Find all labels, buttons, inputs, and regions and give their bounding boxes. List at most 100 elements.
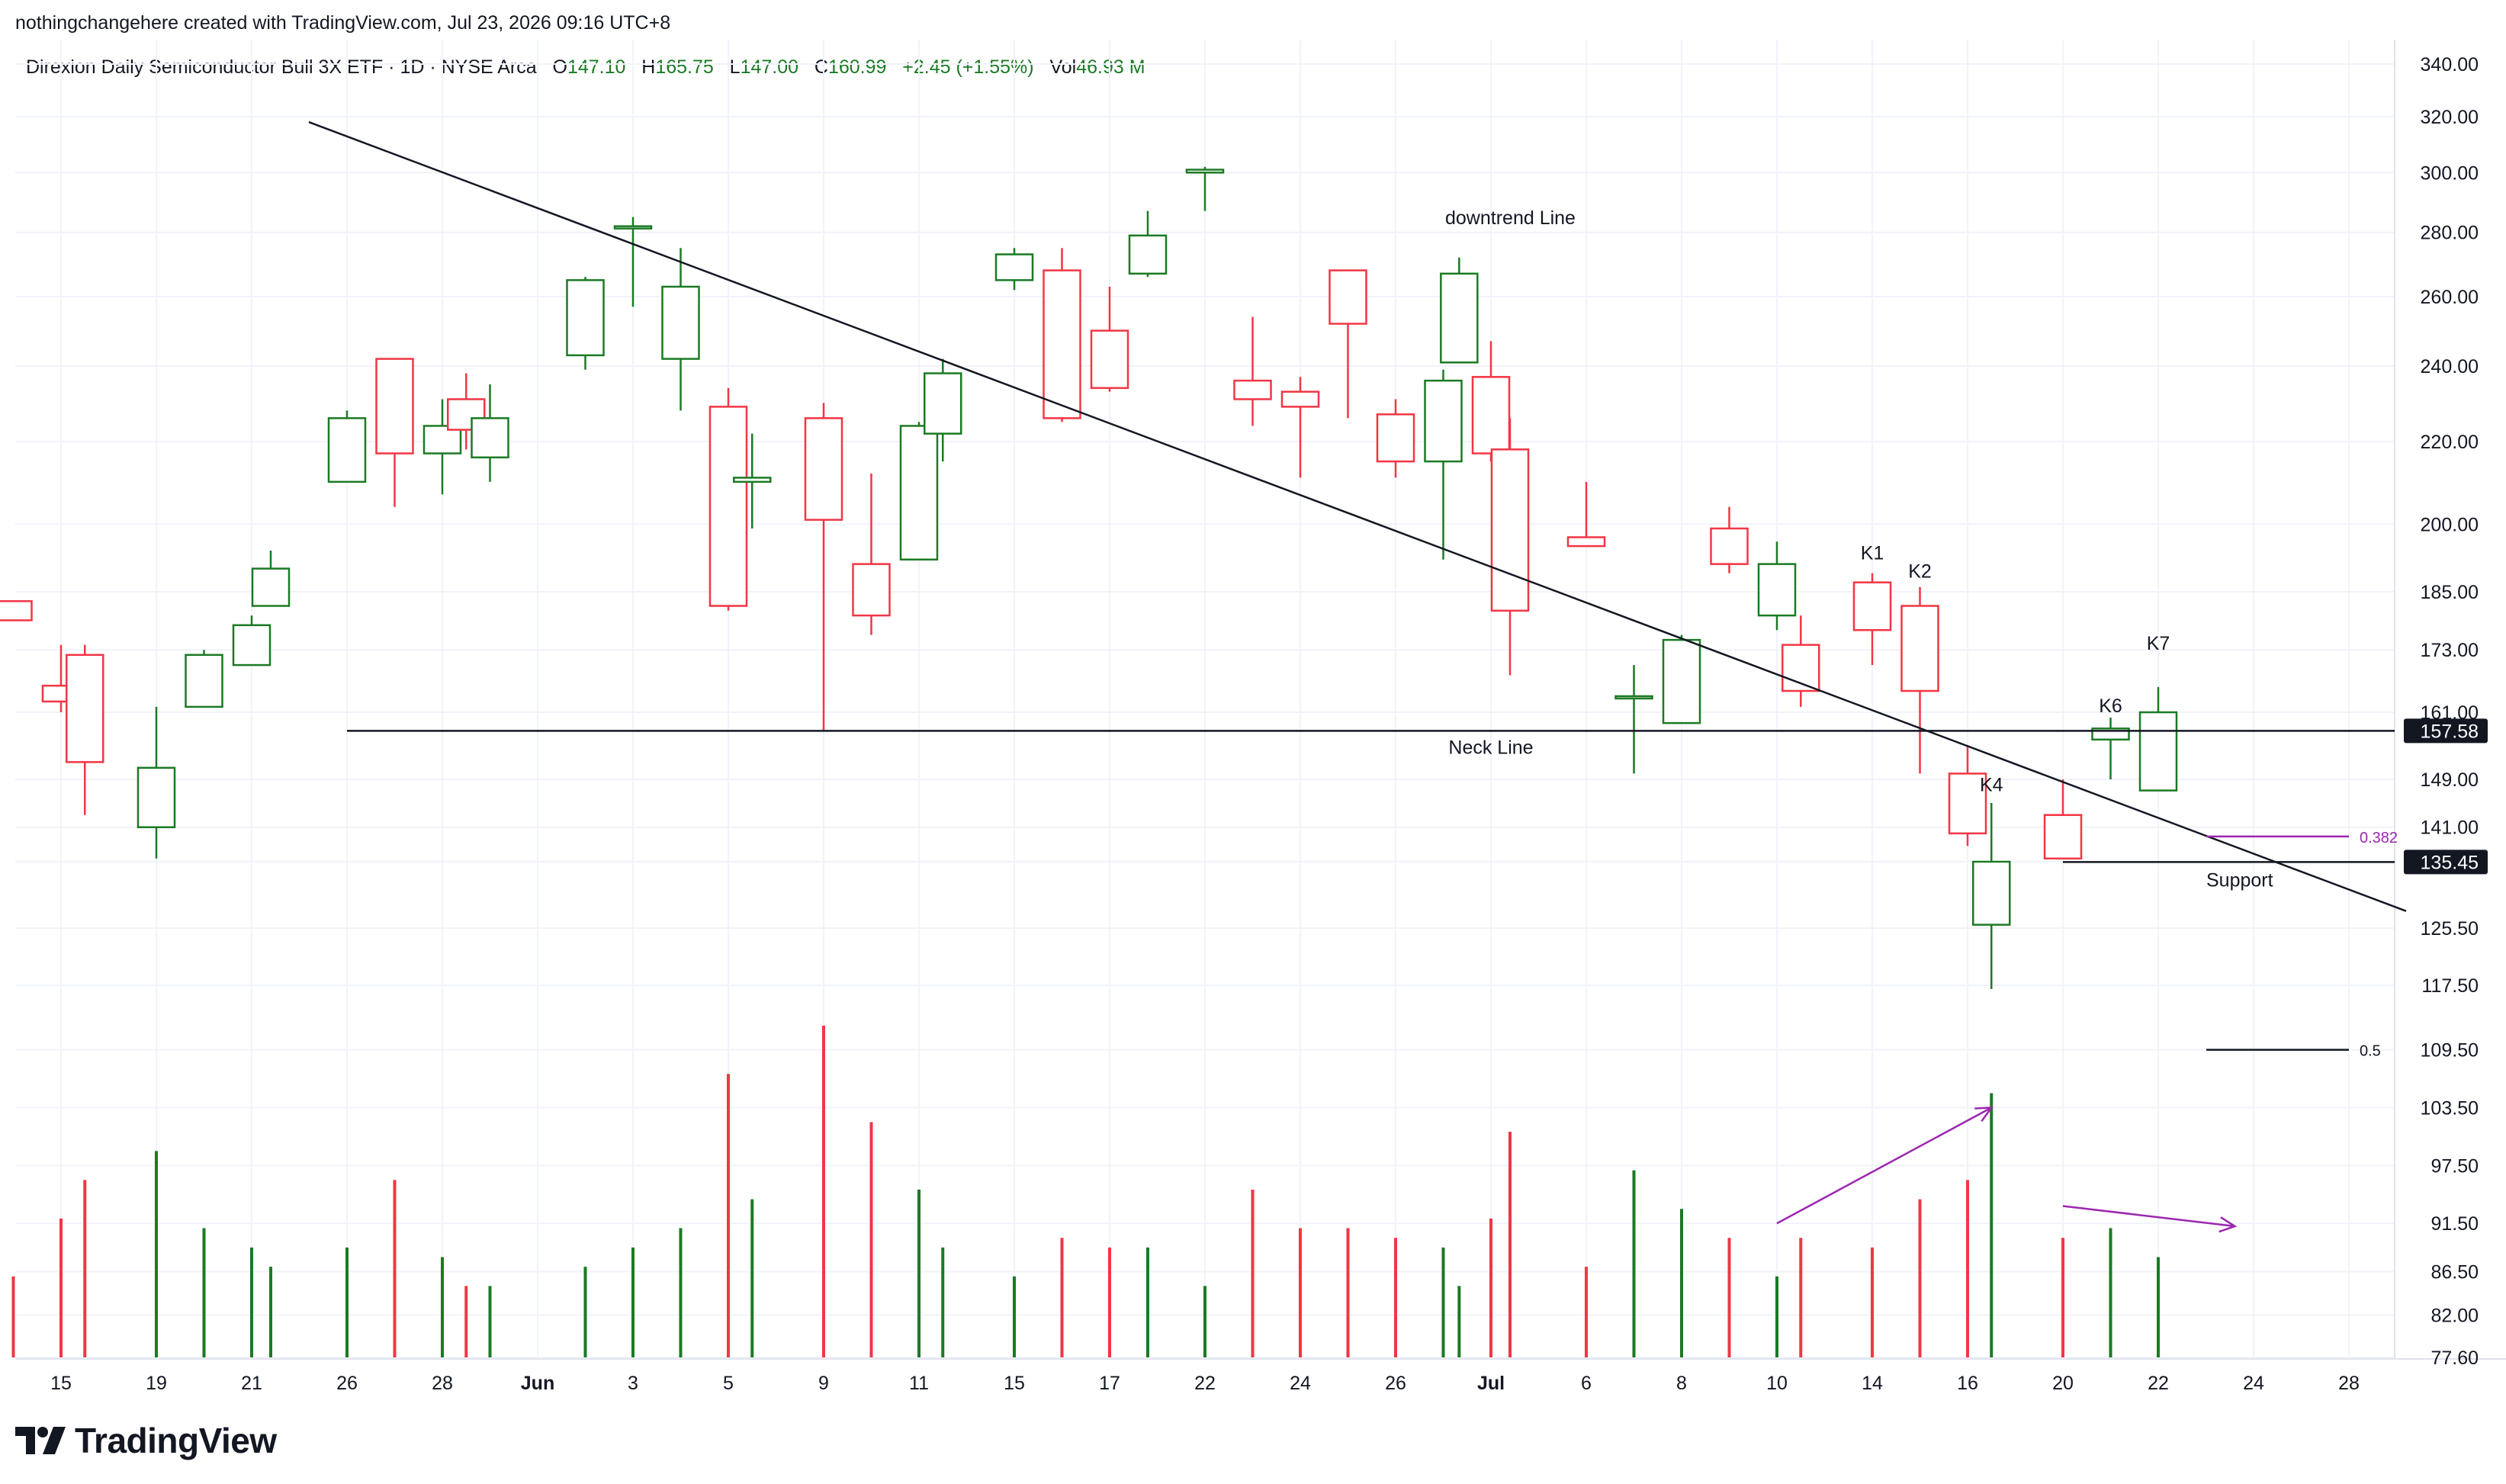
candle-body xyxy=(375,358,414,455)
support-price-tag-bg xyxy=(2404,850,2488,875)
candle-body xyxy=(613,225,653,230)
candle-body xyxy=(1280,390,1320,408)
symbol-name: Direxion Daily Semiconductor Bull 3X ETF… xyxy=(26,56,537,78)
chart-drawings: Neck Line Support downtrend Line K1 K2 K4 K6 K7… xyxy=(308,120,2407,1233)
price-tick-label: 117.50 xyxy=(2421,975,2479,997)
price-axis[interactable]: 77.60 82.00 86.50 91.50 97.50 103.50 109.50 117… xyxy=(2404,54,2488,1369)
candle-body xyxy=(852,563,891,617)
tradingview-logo[interactable]: TradingView xyxy=(15,1420,277,1461)
price-tick-label: 185.00 xyxy=(2421,582,2479,603)
time-tick-label: 16 xyxy=(1957,1373,1978,1394)
volume-arrow-down-head xyxy=(2218,1216,2238,1233)
grid-lines xyxy=(15,40,2395,1359)
price-tick-label: 141.00 xyxy=(2421,817,2479,839)
candle-body xyxy=(471,417,509,459)
candle-label-k1: K1 xyxy=(1861,543,1884,564)
price-tick-label: 173.00 xyxy=(2421,640,2479,661)
candle-body xyxy=(566,279,605,357)
candle-body xyxy=(661,285,700,360)
candle-body xyxy=(1043,269,1081,419)
candle-body xyxy=(994,253,1034,281)
close-price-tag: 157.58 xyxy=(2421,721,2479,742)
price-tick-label: 280.00 xyxy=(2421,223,2479,244)
time-tick-label: 26 xyxy=(336,1373,358,1394)
time-tick-label: 8 xyxy=(1676,1373,1687,1394)
open-value: 147.10 xyxy=(567,56,626,78)
candle-body xyxy=(1972,860,2011,926)
price-tick-label: 125.50 xyxy=(2421,918,2479,940)
time-tick-label: 19 xyxy=(146,1373,167,1394)
downtrend-line xyxy=(308,120,2407,912)
change-value: +2.45 (+1.55%) xyxy=(902,56,1034,78)
candle-body xyxy=(1233,379,1272,400)
time-tick-label: 28 xyxy=(2338,1373,2360,1394)
time-tick-label: 11 xyxy=(909,1373,929,1394)
candle-body xyxy=(2138,711,2178,792)
price-tick-label: 200.00 xyxy=(2421,514,2479,535)
fib-level-label: 0.382 xyxy=(2360,830,2398,846)
candle-body xyxy=(2043,814,2083,860)
time-tick-label: 24 xyxy=(1290,1373,1311,1394)
candle-body xyxy=(924,372,962,435)
time-tick-label: 15 xyxy=(50,1373,72,1394)
candle-body xyxy=(327,417,367,483)
candle-label-k6: K6 xyxy=(2099,695,2122,717)
candle-body xyxy=(1185,169,1225,174)
candle-body xyxy=(1490,448,1530,612)
time-tick-label: 24 xyxy=(2243,1373,2264,1394)
candle-body xyxy=(1948,773,1987,835)
time-tick-label: 5 xyxy=(723,1373,734,1394)
close-value: 160.99 xyxy=(827,56,887,78)
candle-body xyxy=(1757,563,1797,617)
candle-body xyxy=(1329,269,1367,325)
candle-body xyxy=(66,654,104,763)
chart-attribution: nothingchangehere created with TradingVi… xyxy=(15,12,671,34)
time-tick-label: 22 xyxy=(2148,1373,2169,1394)
candle-body xyxy=(232,624,271,667)
high-value: 165.75 xyxy=(655,56,714,78)
price-tick-label: 340.00 xyxy=(2421,54,2479,75)
time-tick-label: 10 xyxy=(1766,1373,1788,1394)
price-tick-label: 91.50 xyxy=(2430,1213,2479,1235)
neck-line-label: Neck Line xyxy=(1448,737,1533,758)
support-label: Support xyxy=(2206,869,2273,891)
candle-body xyxy=(1662,638,1701,724)
candle-body xyxy=(1900,605,1939,692)
candle-body xyxy=(251,567,291,607)
candle-body xyxy=(1852,581,1892,631)
low-label: L xyxy=(729,56,741,78)
price-tick-label: 149.00 xyxy=(2421,769,2479,791)
price-tick-label: 220.00 xyxy=(2421,432,2479,453)
candle-body xyxy=(0,600,33,622)
open-label: O xyxy=(552,56,567,78)
close-price-tag-bg xyxy=(2404,718,2488,744)
time-tick-label: 20 xyxy=(2052,1373,2074,1394)
price-tick-label: 300.00 xyxy=(2421,162,2479,184)
candle-body xyxy=(447,398,486,431)
price-tick-label: 97.50 xyxy=(2430,1155,2479,1177)
time-tick-label: 15 xyxy=(1004,1373,1025,1394)
volume-arrow-up-head xyxy=(1974,1107,1994,1123)
time-tick-label: 3 xyxy=(628,1373,638,1394)
price-tick-label: 240.00 xyxy=(2421,356,2479,377)
volume-value: 46.93 M xyxy=(1076,56,1145,78)
time-tick-label: 21 xyxy=(241,1373,262,1394)
candle-body xyxy=(733,477,772,483)
volume-bars xyxy=(11,1026,2160,1357)
volume-arrow-down xyxy=(2062,1205,2235,1228)
time-tick-label: Jun xyxy=(521,1373,554,1394)
time-axis[interactable]: 15 19 21 26 28 Jun 3 5 9 11 15 17 22 24 26 Jul 6 8 10 14 16 2… xyxy=(50,1373,2360,1394)
tradingview-logo-text: TradingView xyxy=(75,1421,277,1460)
fib-level-label: 0.5 xyxy=(2360,1043,2381,1060)
time-tick-label: 17 xyxy=(1099,1373,1120,1394)
price-tick-label: 320.00 xyxy=(2421,107,2479,128)
price-tick-label: 82.00 xyxy=(2430,1305,2479,1326)
candle-body xyxy=(1090,329,1129,390)
time-tick-label: 22 xyxy=(1194,1373,1216,1394)
support-price-tag: 135.45 xyxy=(2421,852,2479,873)
time-tick-label: 14 xyxy=(1862,1373,1883,1394)
price-tick-label: 103.50 xyxy=(2421,1097,2479,1119)
time-tick-label: 26 xyxy=(1385,1373,1406,1394)
candle-body xyxy=(1376,413,1415,463)
